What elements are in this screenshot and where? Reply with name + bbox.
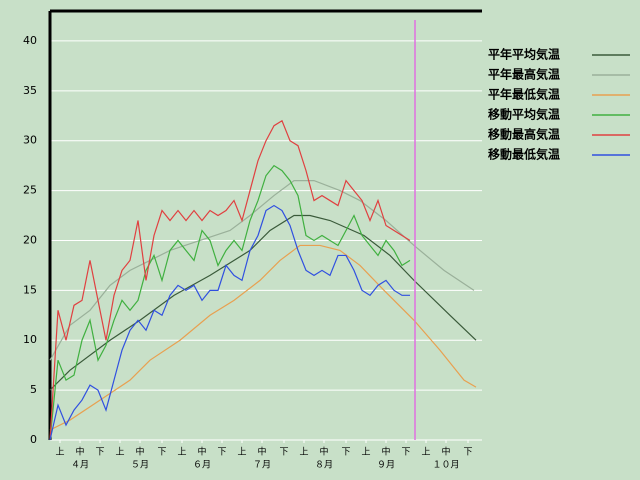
y-tick-label: 30 [23, 134, 37, 147]
month-label: ６月 [193, 460, 211, 471]
legend-label: 平年平均気温 [488, 47, 560, 62]
x-tick-label: 中 [441, 446, 450, 458]
month-label: ７月 [253, 460, 271, 471]
x-tick-label: 下 [463, 448, 472, 458]
x-tick-label: 上 [55, 447, 64, 458]
month-label: ８月 [315, 460, 333, 471]
month-label: ９月 [377, 460, 395, 471]
x-tick-label: 中 [197, 446, 206, 458]
y-tick-label: 40 [23, 34, 37, 47]
x-tick-label: 中 [75, 446, 84, 458]
x-tick-label: 中 [135, 446, 144, 458]
series-line [49, 164, 411, 441]
x-tick-label: 下 [157, 448, 166, 458]
series-line [49, 214, 477, 391]
y-tick-label: 5 [30, 383, 37, 396]
x-tick-label: 上 [421, 447, 430, 458]
y-tick-label: 35 [23, 84, 37, 97]
month-label: ４月 [71, 460, 89, 471]
series-line [49, 119, 411, 441]
x-tick-label: 上 [361, 447, 370, 458]
legend-label: 移動最低気温 [488, 147, 560, 162]
legend-label: 平年最高気温 [488, 67, 560, 82]
x-tick-label: 上 [115, 447, 124, 458]
legend-label: 移動平均気温 [488, 107, 560, 122]
x-tick-label: 下 [95, 448, 104, 458]
month-label: １０月 [432, 460, 459, 471]
legend-label: 移動最高気温 [488, 127, 560, 142]
y-tick-label: 20 [23, 233, 37, 246]
month-label: ５月 [131, 460, 149, 471]
x-tick-label: 中 [381, 446, 390, 458]
x-tick-label: 上 [237, 447, 246, 458]
x-tick-label: 上 [177, 447, 186, 458]
x-tick-label: 下 [401, 448, 410, 458]
legend-label: 平年最低気温 [488, 87, 560, 102]
x-tick-label: 下 [279, 448, 288, 458]
x-tick-label: 下 [341, 448, 350, 458]
series-line [49, 180, 475, 361]
y-tick-label: 10 [23, 333, 37, 346]
x-tick-label: 中 [257, 446, 266, 458]
x-tick-label: 上 [299, 447, 308, 458]
y-tick-label: 25 [23, 184, 37, 197]
x-tick-label: 下 [217, 448, 226, 458]
series-line [49, 244, 477, 431]
series-line [49, 204, 410, 441]
y-tick-label: 15 [23, 283, 37, 296]
x-tick-label: 中 [319, 446, 328, 458]
y-tick-label: 0 [30, 433, 37, 446]
